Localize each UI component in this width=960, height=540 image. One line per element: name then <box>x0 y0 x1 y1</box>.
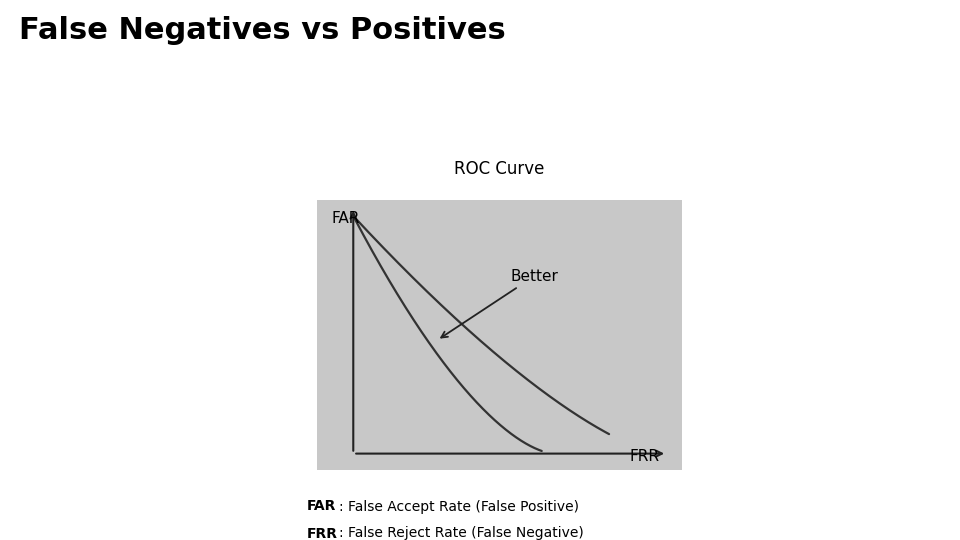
Text: FAR: FAR <box>331 211 360 226</box>
Text: FAR: FAR <box>307 500 337 514</box>
Text: ROC Curve: ROC Curve <box>454 160 544 178</box>
Text: FRR: FRR <box>630 449 660 464</box>
Text: FRR: FRR <box>307 526 338 540</box>
Text: : False Accept Rate (False Positive): : False Accept Rate (False Positive) <box>339 500 579 514</box>
Text: False Negatives vs Positives: False Negatives vs Positives <box>19 16 506 45</box>
Text: : False Reject Rate (False Negative): : False Reject Rate (False Negative) <box>339 526 584 540</box>
Text: Better: Better <box>442 269 558 338</box>
